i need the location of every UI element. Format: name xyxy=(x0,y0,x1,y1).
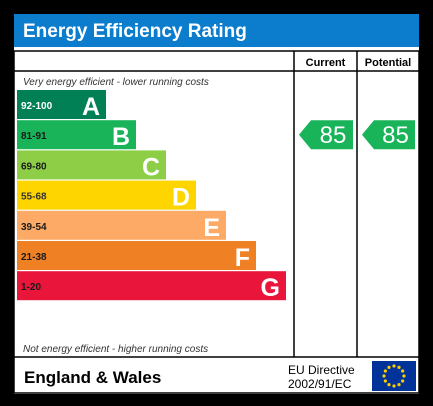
band-letter-c: C xyxy=(142,153,160,181)
band-range-e: 39-54 xyxy=(21,222,47,233)
band-letter-f: F xyxy=(235,244,250,272)
band-bar-d xyxy=(17,180,196,210)
band-range-a: 92-100 xyxy=(21,101,53,112)
band-letter-b: B xyxy=(112,123,130,151)
band-letter-a: A xyxy=(82,93,100,121)
eu-flag-star xyxy=(397,365,401,369)
band-bar-c xyxy=(17,150,166,180)
band-range-g: 1-20 xyxy=(21,282,41,293)
band-bar-f xyxy=(17,241,256,270)
eu-flag-star xyxy=(401,379,405,383)
footer-directive-line2: 2002/91/EC xyxy=(288,377,352,391)
top-note: Very energy efficient - lower running co… xyxy=(23,77,209,88)
bottom-note: Not energy efficient - higher running co… xyxy=(23,344,208,355)
band-bar-b xyxy=(17,120,136,150)
eu-flag-star xyxy=(392,364,396,368)
potential-column-header: Potential xyxy=(365,57,411,69)
chart-title: Energy Efficiency Rating xyxy=(23,21,247,42)
band-letter-e: E xyxy=(203,214,220,242)
band-range-c: 69-80 xyxy=(21,161,47,172)
band-bar-e xyxy=(17,210,226,240)
current-rating-arrow xyxy=(299,120,353,150)
band-letter-d: D xyxy=(172,184,190,212)
eu-flag-star xyxy=(387,365,391,369)
current-column-header: Current xyxy=(306,57,346,69)
band-range-b: 81-91 xyxy=(21,131,47,142)
title-bar xyxy=(14,14,419,47)
band-bar-a xyxy=(17,90,106,119)
eu-flag-star xyxy=(383,379,387,383)
potential-rating-value: 85 xyxy=(382,122,409,149)
footer-directive-line1: EU Directive xyxy=(288,363,355,377)
band-range-d: 55-68 xyxy=(21,192,47,203)
band-letter-g: G xyxy=(261,274,280,302)
eu-flag-star xyxy=(397,383,401,387)
eu-flag-star xyxy=(383,369,387,373)
current-rating-value: 85 xyxy=(320,122,347,149)
potential-rating-arrow xyxy=(362,120,415,150)
band-bar-g xyxy=(17,271,286,301)
eu-flag-star xyxy=(382,374,386,378)
band-range-f: 21-38 xyxy=(21,252,47,263)
eu-flag-star xyxy=(392,384,396,388)
eu-flag-star xyxy=(402,374,406,378)
eu-flag-star xyxy=(387,383,391,387)
footer-region: England & Wales xyxy=(24,368,161,387)
eu-flag-star xyxy=(401,369,405,373)
